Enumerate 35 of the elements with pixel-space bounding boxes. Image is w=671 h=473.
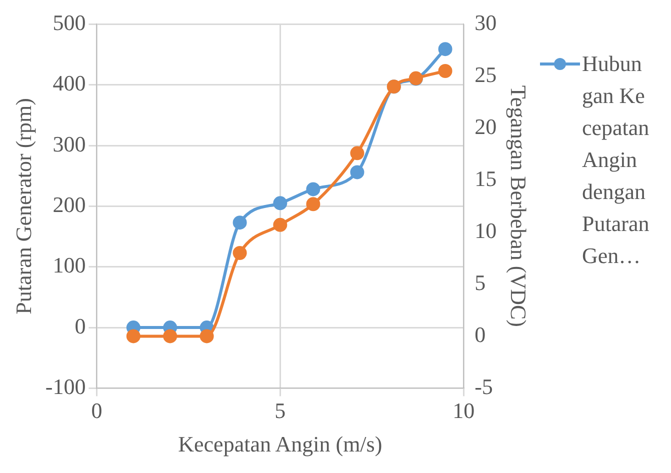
x-tick-label: 0 bbox=[91, 398, 102, 424]
y-tick-label: 200 bbox=[52, 192, 86, 217]
y-tick-label: 300 bbox=[52, 131, 86, 156]
point bbox=[350, 146, 364, 160]
y2-tick-label: 0 bbox=[474, 322, 486, 347]
y-tick-label: 500 bbox=[52, 10, 86, 35]
point bbox=[350, 165, 364, 180]
point bbox=[273, 218, 288, 232]
point bbox=[438, 42, 452, 56]
x-tick-label: 10 bbox=[452, 398, 475, 424]
point bbox=[126, 329, 140, 344]
y2-tick-label: 25 bbox=[474, 62, 497, 87]
y-tick-label: 100 bbox=[52, 252, 86, 278]
point bbox=[438, 64, 452, 78]
y-tick-label: -100 bbox=[45, 374, 86, 399]
y-tick-label: 0 bbox=[74, 313, 86, 338]
y2-axis-title: Tegangan Berbeban (VDC) bbox=[506, 85, 532, 327]
point bbox=[273, 196, 288, 210]
y2-tick-label: 10 bbox=[474, 218, 497, 243]
point bbox=[232, 246, 247, 260]
y2-tick-label: 30 bbox=[474, 10, 497, 35]
y2-tick-label: 15 bbox=[474, 166, 497, 191]
point bbox=[200, 329, 214, 344]
point bbox=[232, 216, 247, 230]
y-axis-title: Putaran Generator (rpm) bbox=[10, 98, 36, 314]
x-axis-title: Kecepatan Angin (m/s) bbox=[178, 432, 382, 457]
y-tick-label: 400 bbox=[52, 70, 86, 96]
y2-tick-label: 20 bbox=[474, 114, 497, 139]
legend-label: Hubungan Kecepatan Angin dengan Putaran Gen… bbox=[582, 50, 650, 270]
x-tick-label: 5 bbox=[274, 398, 286, 424]
y2-tick-label: 5 bbox=[474, 270, 486, 295]
y2-tick-label: -5 bbox=[474, 374, 493, 399]
point bbox=[306, 197, 320, 212]
point bbox=[306, 182, 320, 196]
point bbox=[163, 329, 178, 344]
